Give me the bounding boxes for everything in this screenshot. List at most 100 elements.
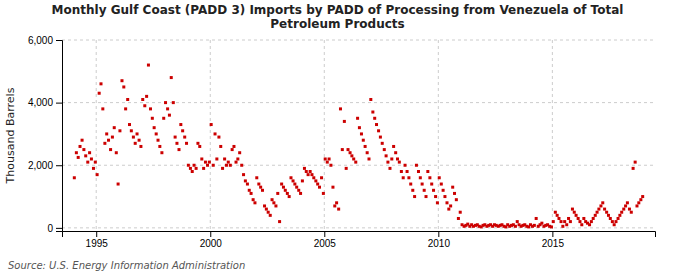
- grid-line-y: [62, 227, 655, 228]
- point: [573, 211, 576, 214]
- point: [335, 201, 338, 204]
- point: [605, 211, 608, 214]
- title-line: Monthly Gulf Coast (PADD 3) Imports by P…: [52, 3, 624, 17]
- point: [358, 126, 361, 129]
- point: [172, 101, 175, 104]
- point: [276, 192, 279, 195]
- point: [350, 154, 353, 157]
- point: [94, 161, 97, 164]
- point: [101, 107, 104, 110]
- point: [373, 117, 376, 120]
- point: [535, 217, 538, 220]
- tick: 2,000: [28, 160, 62, 171]
- point: [632, 167, 635, 170]
- plot-area: 1995200020052010201502,0004,0006,000: [28, 35, 656, 249]
- tick-label: 4,000: [28, 97, 53, 108]
- tick-label: 2010: [428, 238, 451, 249]
- points: [73, 64, 644, 229]
- point: [79, 145, 82, 148]
- point: [132, 136, 135, 139]
- point: [635, 204, 638, 207]
- point: [240, 164, 243, 167]
- point: [337, 208, 340, 211]
- point: [369, 98, 372, 101]
- point: [360, 132, 363, 135]
- point: [432, 189, 435, 192]
- point: [339, 107, 342, 110]
- point: [331, 186, 334, 189]
- grid-line-x: [552, 40, 553, 231]
- point: [271, 198, 274, 201]
- grid-line-y: [62, 165, 655, 166]
- tick: 0: [47, 223, 62, 234]
- point: [168, 114, 171, 117]
- point: [552, 220, 555, 223]
- point: [601, 201, 604, 204]
- point: [404, 164, 407, 167]
- y-axis: 02,0004,0006,000: [28, 35, 63, 234]
- chart-svg: 1995200020052010201502,0004,0006,000Mont…: [0, 0, 675, 275]
- point: [377, 129, 380, 132]
- point: [443, 195, 446, 198]
- point: [613, 223, 616, 226]
- point: [307, 173, 310, 176]
- point: [284, 189, 287, 192]
- source-note: Source: U.S. Energy Information Administ…: [8, 260, 245, 271]
- point: [413, 195, 416, 198]
- point: [614, 220, 617, 223]
- point: [193, 164, 196, 167]
- point: [411, 189, 414, 192]
- point: [269, 214, 272, 217]
- point: [596, 211, 599, 214]
- point: [634, 161, 637, 164]
- point: [278, 220, 281, 223]
- point: [324, 157, 327, 160]
- point: [219, 145, 222, 148]
- point: [160, 151, 163, 154]
- point: [293, 183, 296, 186]
- point: [242, 173, 245, 176]
- point: [196, 142, 199, 145]
- point: [105, 132, 108, 135]
- point: [297, 189, 300, 192]
- point: [514, 225, 517, 228]
- point: [550, 225, 553, 228]
- point: [455, 198, 458, 201]
- point: [426, 170, 429, 173]
- point: [620, 211, 623, 214]
- point: [557, 217, 560, 220]
- grid: [62, 40, 655, 231]
- point: [516, 220, 519, 223]
- point: [386, 161, 389, 164]
- point: [554, 211, 557, 214]
- point: [235, 161, 238, 164]
- point: [259, 186, 262, 189]
- point: [303, 167, 306, 170]
- tick-label: 2,000: [28, 160, 53, 171]
- point: [561, 225, 564, 228]
- point: [419, 176, 422, 179]
- tick: 2000: [200, 231, 223, 249]
- point: [394, 151, 397, 154]
- point: [232, 145, 235, 148]
- point: [136, 132, 139, 135]
- tick-label: 1995: [86, 238, 109, 249]
- axis-line: [63, 232, 656, 238]
- point: [352, 157, 355, 160]
- point: [217, 136, 220, 139]
- tick: 2010: [428, 231, 451, 249]
- point: [459, 211, 462, 214]
- point: [162, 117, 165, 120]
- point: [200, 157, 203, 160]
- point: [149, 107, 152, 110]
- point: [533, 224, 536, 227]
- point: [597, 208, 600, 211]
- point: [578, 220, 581, 223]
- tick: 1995: [86, 231, 109, 249]
- point: [255, 176, 258, 179]
- point: [571, 208, 574, 211]
- point: [210, 123, 213, 126]
- point: [212, 164, 215, 167]
- point: [145, 95, 148, 98]
- point: [166, 107, 169, 110]
